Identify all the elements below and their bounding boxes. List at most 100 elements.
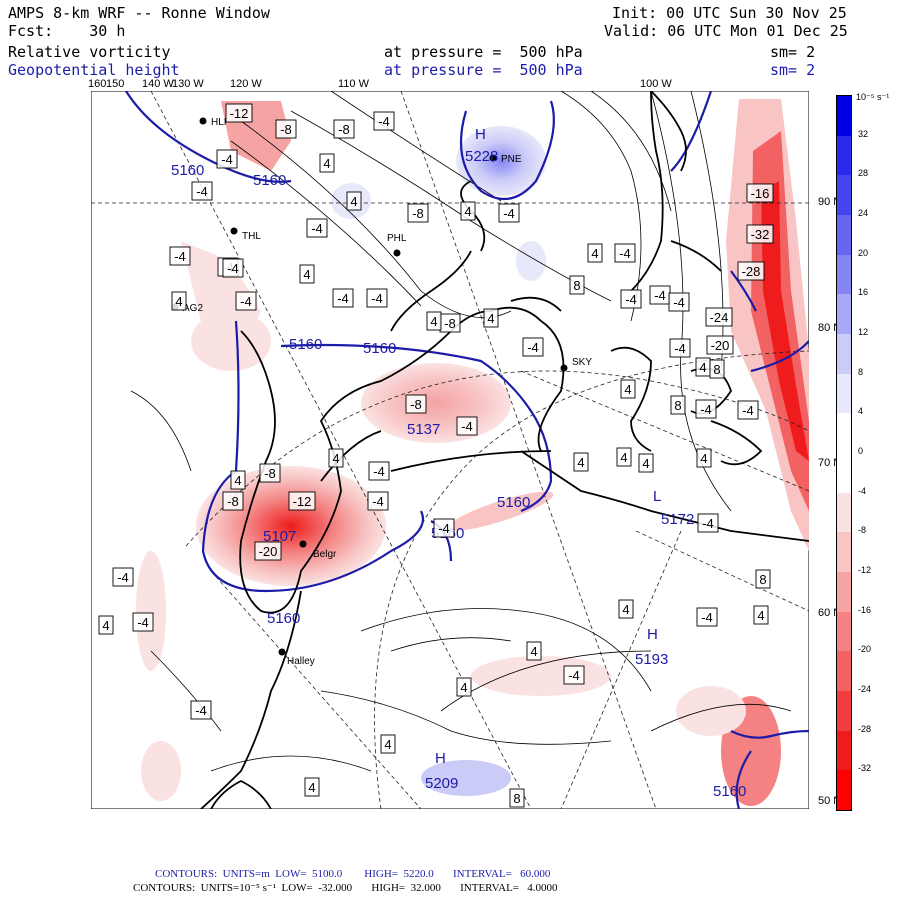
vorticity-label-text: -8 [264, 466, 276, 481]
vorticity-label: -4 [620, 289, 642, 309]
station-label: PHL [387, 233, 407, 244]
vorticity-label: -4 [368, 461, 390, 481]
vorticity-label: -4 [132, 612, 154, 632]
vorticity-label: -12 [225, 103, 253, 123]
vorticity-label: 4 [638, 453, 654, 473]
lat-label: 60 N [818, 607, 842, 619]
forecast-hour: Fcst: 30 h [8, 22, 126, 40]
colorbar-cell [837, 334, 851, 375]
vorticity-label: 4 [620, 379, 636, 399]
vorticity-label: -4 [216, 149, 238, 169]
vorticity-label-text: -4 [674, 341, 686, 356]
vorticity-label: -4 [563, 665, 585, 685]
vorticity-label: -4 [697, 513, 719, 533]
vorticity-label-text: -4 [373, 464, 385, 479]
vorticity-contours [130, 91, 792, 772]
height-label: 5160 [363, 340, 396, 357]
vorticity-label-text: -20 [259, 544, 278, 559]
vorticity-label-text: -4 [702, 516, 714, 531]
vorticity-label: -8 [405, 394, 427, 414]
lon-label: 160 [88, 78, 107, 90]
colorbar-tick-label: 16 [858, 287, 869, 298]
colorbar-cell [837, 294, 851, 335]
vorticity-label-text: -4 [527, 340, 539, 355]
colorbar-tick-label: -8 [858, 525, 867, 536]
vorticity-label: 4 [460, 201, 476, 221]
vorticity-label-text: -8 [444, 316, 456, 331]
station-label: SKY [572, 357, 592, 368]
station-label: Halley [287, 656, 315, 667]
vorticity-label: 8 [709, 359, 725, 379]
colorbar-tick-label: -16 [858, 604, 872, 615]
lon-label: 100 W [640, 78, 672, 90]
colorbar-cell [837, 611, 851, 652]
field2-pressure: at pressure = 500 hPa [384, 61, 583, 79]
vorticity-label: 4 [304, 777, 320, 797]
vorticity-label-text: 4 [591, 246, 598, 261]
vorticity-label: 4 [319, 153, 335, 173]
vorticity-label: 4 [587, 243, 603, 263]
vorticity-label-text: 4 [530, 644, 537, 659]
height-label: 5160 [171, 162, 204, 179]
vorticity-label: 4 [426, 311, 442, 331]
colorbar-cell [837, 770, 851, 811]
vorticity-label-text: 8 [713, 362, 720, 377]
vorticity-label-text: -16 [751, 186, 770, 201]
colorbar-cell [837, 492, 851, 533]
vorticity-label: -4 [522, 337, 544, 357]
vorticity-label-text: -4 [195, 703, 207, 718]
vorticity-label: 8 [755, 569, 771, 589]
vorticity-label: 8 [670, 395, 686, 415]
low-value: 5107 [263, 528, 296, 545]
vorticity-label-text: -4 [461, 419, 473, 434]
colorbar-tick-label: -20 [858, 644, 872, 655]
lon-label: 110 W [338, 78, 369, 90]
vorticity-label-text: 4 [350, 194, 357, 209]
vorticity-label-text: -4 [174, 249, 186, 264]
vorticity-label: -4 [498, 203, 520, 223]
vorticity-label-text: -4 [701, 610, 713, 625]
lat-label: 50 N [818, 795, 842, 807]
map-frame [91, 91, 809, 809]
vorticity-label-text: -4 [337, 291, 349, 306]
field1-pressure: at pressure = 500 hPa [384, 43, 583, 61]
vorticity-label-text: -4 [625, 292, 637, 307]
vorticity-label: -4 [696, 607, 718, 627]
colorbar-cell [837, 373, 851, 414]
station-dot [230, 227, 238, 235]
colorbar-cell [837, 532, 851, 573]
vorticity-label: 4 [483, 308, 499, 328]
vorticity-label: -8 [439, 313, 461, 333]
vorticity-label-text: -4 [503, 206, 515, 221]
vorticity-label-text: -4 [221, 152, 233, 167]
vorticity-shading [136, 99, 809, 806]
vorticity-label: -8 [259, 463, 281, 483]
vorticity-label-text: -4 [137, 615, 149, 630]
vorticity-label: -4 [668, 292, 690, 312]
vorticity-label: -8 [407, 203, 429, 223]
vorticity-label: 4 [380, 734, 396, 754]
vorticity-label-text: 4 [460, 680, 467, 695]
vorticity-label-text: -4 [568, 668, 580, 683]
lat-label: 80 N [818, 322, 842, 334]
colorbar-cell [837, 175, 851, 216]
vorticity-label: 4 [696, 448, 712, 468]
vorticity-label: 4 [456, 677, 472, 697]
vorticity-label-text: 4 [642, 456, 649, 471]
vorticity-label-text: -28 [742, 264, 761, 279]
vorticity-label-text: 4 [234, 473, 241, 488]
vorticity-label-text: 4 [175, 294, 182, 309]
vorticity-label: -8 [333, 119, 355, 139]
colorbar-cell [837, 651, 851, 692]
vorticity-label-text: -4 [673, 295, 685, 310]
station-dot [489, 154, 497, 162]
vorticity-label: -4 [169, 246, 191, 266]
station-dot [299, 540, 307, 548]
colorbar-cell [837, 96, 851, 137]
vorticity-label: -20 [706, 335, 734, 355]
station-label: AG2 [183, 303, 203, 314]
vorticity-label-text: 4 [332, 451, 339, 466]
low-value: 5172 [661, 511, 694, 528]
vorticity-label: -4 [306, 218, 328, 238]
colorbar-tick-label: -12 [858, 565, 872, 575]
